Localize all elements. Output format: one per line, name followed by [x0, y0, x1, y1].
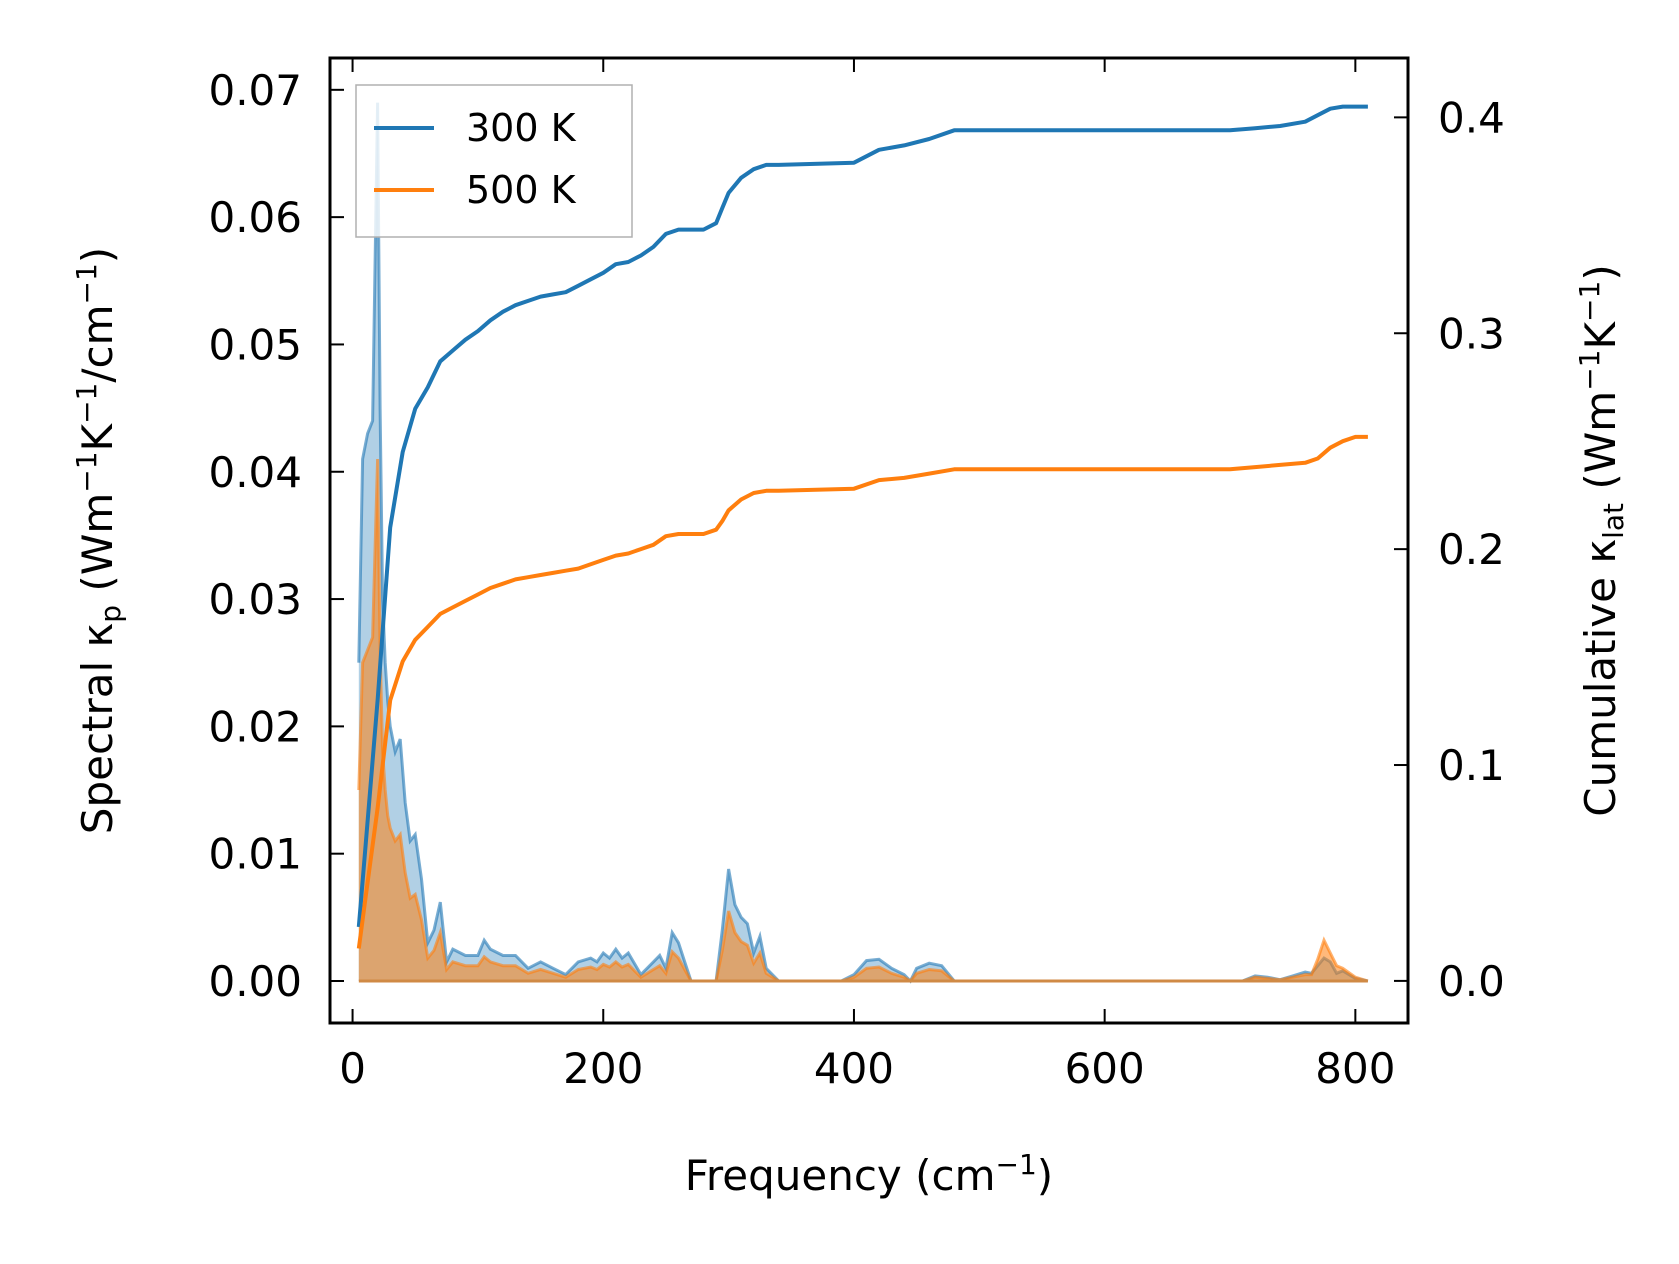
spectral-line-1 [357, 458, 1369, 983]
x-tick-label: 0 [339, 1044, 366, 1093]
x-tick-label: 800 [1315, 1044, 1395, 1093]
cumulative-line-300k [356, 104, 1368, 928]
legend-label-300k: 300 K [466, 106, 577, 150]
spectral-layer [357, 102, 1369, 984]
spectral-area-1 [358, 459, 1368, 981]
x-tick-label: 200 [563, 1044, 643, 1093]
y-tick-label-left: 0.00 [208, 957, 302, 1006]
y-tick-label-left: 0.07 [208, 66, 302, 115]
y-tick-label-left: 0.03 [208, 575, 302, 624]
y-tick-label-right: 0.4 [1438, 93, 1505, 142]
y-tick-label-right: 0.0 [1438, 957, 1505, 1006]
y-tick-label-right: 0.2 [1438, 525, 1505, 574]
cumulative-line-500k [356, 434, 1368, 949]
cumulative-layer [356, 104, 1368, 949]
legend-label-500k: 500 K [466, 168, 577, 212]
y-tick-label-left: 0.06 [208, 193, 302, 242]
legend-box [355, 84, 633, 238]
y-axis-label-right: Cumulative κlat (Wm−1K−1) [1573, 264, 1630, 816]
plot-frame [328, 56, 1410, 1025]
y-tick-label-right: 0.1 [1438, 741, 1505, 790]
y-tick-label-left: 0.02 [208, 702, 302, 751]
x-tick-label: 400 [814, 1044, 894, 1093]
x-axis-label: Frequency (cm−1) [685, 1148, 1053, 1200]
y-tick-label-left: 0.01 [208, 830, 302, 879]
y-axis-label-left: Spectral κp (Wm−1K−1/cm−1) [70, 247, 127, 834]
ticks-layer: 0 200 400 600 800 0.00 0.01 0.02 0.03 0.04 0.05 0.0… [208, 58, 1505, 1093]
y-tick-label-right: 0.3 [1438, 309, 1505, 358]
y-tick-label-left: 0.04 [208, 448, 302, 497]
y-tick-label-left: 0.05 [208, 320, 302, 369]
legend: 300 K 500 K [355, 84, 633, 238]
x-tick-label: 600 [1065, 1044, 1145, 1093]
